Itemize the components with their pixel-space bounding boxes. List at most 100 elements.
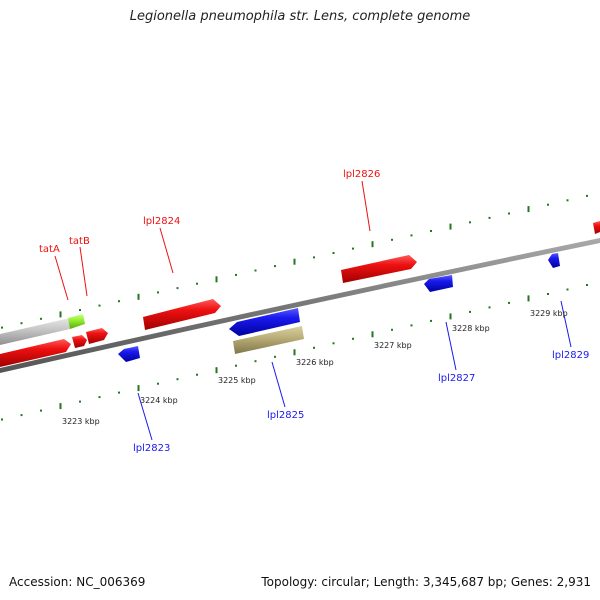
gene-arrow-lpl2827 xyxy=(424,275,453,292)
minor-tick xyxy=(488,216,491,219)
leader-lpl2827 xyxy=(445,321,457,371)
minor-tick xyxy=(40,317,42,320)
minor-tick xyxy=(274,355,276,358)
minor-tick xyxy=(547,293,549,295)
gene-arrow-tatB xyxy=(86,328,108,344)
major-tick xyxy=(527,206,530,213)
minor-tick xyxy=(98,304,101,307)
minor-tick xyxy=(235,273,237,276)
minor-tick xyxy=(274,265,276,268)
minor-tick xyxy=(176,287,179,290)
accession-label: Accession: NC_006369 xyxy=(9,575,146,589)
minor-tick xyxy=(118,300,120,303)
gene-label-tatA: tatA xyxy=(39,244,60,255)
major-tick xyxy=(293,258,296,265)
leader-tatA xyxy=(54,255,69,301)
scale-label-3225: 3225 kbp xyxy=(218,376,256,385)
minor-tick xyxy=(118,391,120,394)
reverse-tick-row xyxy=(1,284,588,421)
major-tick xyxy=(293,349,296,356)
gene-arrow-left xyxy=(0,339,71,367)
gene-arrow-lpl2826 xyxy=(341,255,417,283)
major-tick xyxy=(215,276,218,283)
gene-label-lpl2827: lpl2827 xyxy=(438,373,475,384)
minor-tick xyxy=(488,306,491,309)
minor-tick xyxy=(254,269,257,272)
minor-tick xyxy=(469,310,471,313)
gene-label-tatB: tatB xyxy=(69,236,90,247)
gene-arrow-lpl2823 xyxy=(118,346,140,362)
minor-tick xyxy=(157,382,159,385)
major-tick xyxy=(137,293,140,300)
genome-stats-label: Topology: circular; Length: 3,345,687 bp… xyxy=(261,575,591,589)
gene-arrow-lpl2825 xyxy=(229,308,300,336)
minor-tick xyxy=(391,328,393,331)
minor-tick xyxy=(79,309,81,311)
minor-tick xyxy=(586,194,588,197)
major-tick xyxy=(137,385,140,392)
gene-label-lpl2824: lpl2824 xyxy=(143,216,180,227)
scale-label-3227: 3227 kbp xyxy=(374,341,412,350)
major-tick xyxy=(449,313,452,320)
minor-tick xyxy=(391,238,393,241)
gene-arrow-lpl2829 xyxy=(548,253,560,268)
scale-label-3224: 3224 kbp xyxy=(140,396,178,405)
minor-tick xyxy=(430,230,432,232)
scale-label-3226: 3226 kbp xyxy=(296,358,334,367)
leader-lpl2824 xyxy=(159,227,174,274)
green-feature xyxy=(68,314,85,329)
major-tick xyxy=(449,223,452,230)
map-title: Legionella pneumophila str. Lens, comple… xyxy=(129,9,471,24)
gene-label-lpl2823: lpl2823 xyxy=(133,443,170,454)
minor-tick xyxy=(79,400,81,403)
minor-tick xyxy=(176,378,179,381)
minor-tick xyxy=(254,360,257,363)
gene-label-lpl2825: lpl2825 xyxy=(267,410,304,421)
scale-label-3229: 3229 kbp xyxy=(530,309,568,318)
minor-tick xyxy=(40,409,42,412)
minor-tick xyxy=(586,284,588,286)
gene-label-lpl2826: lpl2826 xyxy=(343,169,380,180)
minor-tick xyxy=(410,324,413,327)
minor-tick xyxy=(313,256,315,259)
major-tick xyxy=(527,295,530,302)
minor-tick xyxy=(1,418,3,421)
minor-tick xyxy=(332,252,335,254)
major-tick xyxy=(215,367,218,374)
forward-tick-row xyxy=(1,194,588,329)
minor-tick xyxy=(508,212,510,215)
minor-tick xyxy=(352,337,354,340)
rna-feature xyxy=(233,326,304,354)
gene-arrow-lpl2824 xyxy=(143,299,221,330)
gene-arrow-tatA xyxy=(72,335,87,348)
minor-tick xyxy=(20,322,23,325)
gene-arrow-right-edge xyxy=(593,221,600,234)
leader-lpl2823 xyxy=(137,392,153,441)
major-tick xyxy=(371,331,374,338)
minor-tick xyxy=(469,221,471,224)
minor-tick xyxy=(196,282,198,285)
scale-label-3223: 3223 kbp xyxy=(62,417,100,426)
minor-tick xyxy=(235,364,237,367)
minor-tick xyxy=(1,326,3,329)
minor-tick xyxy=(547,203,549,206)
minor-tick xyxy=(332,342,335,345)
leader-lpl2829 xyxy=(560,300,572,348)
leader-tatB xyxy=(79,246,88,297)
minor-tick xyxy=(98,396,101,399)
major-tick xyxy=(59,403,62,410)
minor-tick xyxy=(508,301,510,304)
minor-tick xyxy=(352,247,354,250)
minor-tick xyxy=(430,319,432,322)
minor-tick xyxy=(410,234,413,237)
gene-label-lpl2829: lpl2829 xyxy=(552,350,589,361)
minor-tick xyxy=(313,346,315,349)
major-tick xyxy=(59,311,62,318)
minor-tick xyxy=(196,373,198,376)
minor-tick xyxy=(20,414,23,417)
minor-tick xyxy=(157,291,159,294)
minor-tick xyxy=(566,199,569,202)
leader-lpl2825 xyxy=(271,361,286,408)
genome-backbone xyxy=(0,238,600,373)
